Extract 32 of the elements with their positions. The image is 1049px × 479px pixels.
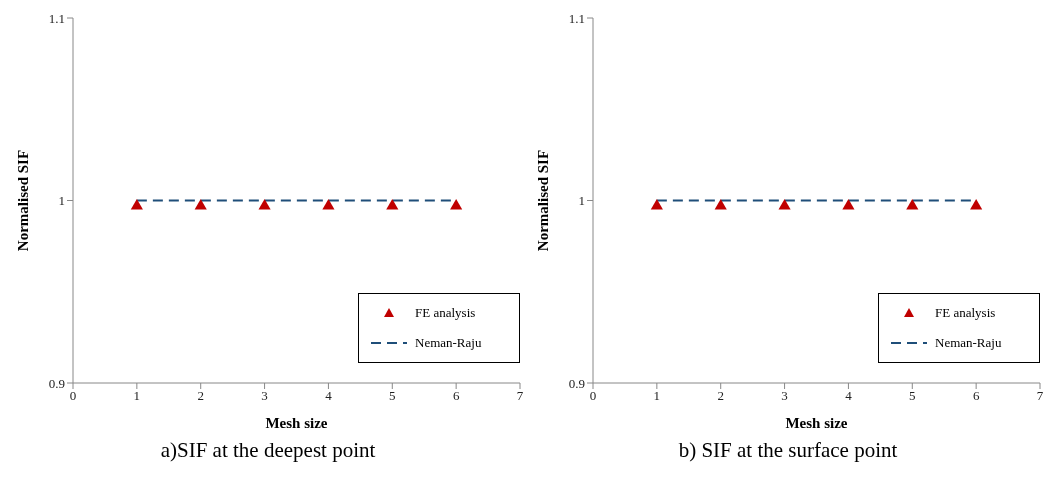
y-tick-label: 1: [578, 193, 585, 209]
y-tick-label: 0.9: [48, 375, 65, 391]
legend-label: FE analysis: [935, 305, 996, 321]
x-tick-label: 0: [69, 388, 77, 404]
x-tick-label: 7: [1036, 388, 1044, 404]
text: a)SIF at the deepest point: [159, 438, 377, 463]
x-tick-label: 4: [845, 388, 853, 404]
x-tick-label: 3: [261, 388, 268, 404]
y-tick-label: 1.1: [48, 10, 65, 26]
y-axis-title: Normalised SIF: [535, 149, 552, 252]
x-tick-label: 2: [717, 388, 724, 404]
x-tick-label: 0: [589, 388, 597, 404]
y-tick-label: 0.9: [568, 375, 585, 391]
legend-label: Neman-Raju: [415, 335, 482, 351]
x-tick-label: 5: [389, 388, 396, 404]
x-tick-label: 7: [516, 388, 524, 404]
y-tick-label: 1: [58, 193, 65, 209]
x-tick-label: 5: [909, 388, 916, 404]
legend-label: Neman-Raju: [935, 335, 1002, 351]
y-tick-label: 1.1: [568, 10, 585, 26]
x-tick-label: 1: [653, 388, 661, 404]
x-axis-title: Mesh size: [785, 415, 848, 431]
x-tick-label: 6: [452, 388, 460, 404]
x-tick-label: 6: [972, 388, 980, 404]
x-tick-label: 4: [325, 388, 333, 404]
x-tick-label: 2: [197, 388, 204, 404]
x-axis-title: Mesh size: [265, 415, 328, 431]
y-axis-title: Normalised SIF: [15, 149, 32, 252]
x-tick-label: 1: [133, 388, 141, 404]
x-tick-label: 3: [781, 388, 788, 404]
legend-label: FE analysis: [415, 305, 476, 321]
text: b) SIF at the surface point: [677, 438, 899, 463]
